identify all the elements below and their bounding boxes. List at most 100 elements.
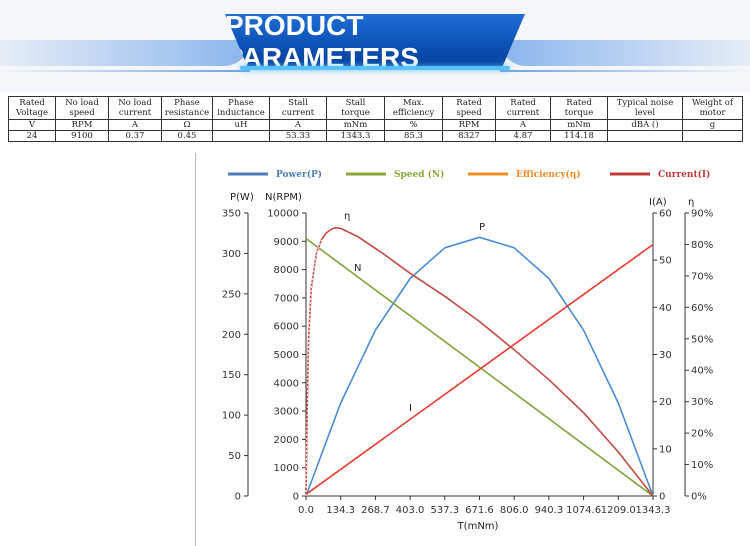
table-value-row: 24 9100 0.37 0.45 53.33 1343.3 85.3 8327 4.87 114… <box>8 130 743 142</box>
table-header-line: level <box>634 108 656 118</box>
table-unit-cell: mNm <box>326 119 385 131</box>
table-header-line: Phase <box>174 98 200 108</box>
table-unit-cell: A <box>269 119 327 131</box>
table-value-cell: 9100 <box>55 130 109 142</box>
efficiency-tick-label: 20% <box>691 429 713 440</box>
legend-label-efficiency: Efficiency(η) <box>516 169 581 180</box>
x-tick-label: 940.3 <box>535 505 564 516</box>
speed-tick-label: 0 <box>293 492 299 503</box>
table-header-line: Rated <box>566 98 592 108</box>
table-value-cell: 53.33 <box>269 130 327 142</box>
efficiency-tick-label: 90% <box>691 209 713 220</box>
table-header-line: Voltage <box>15 108 49 118</box>
table-header-cell: Rated speed <box>442 96 496 120</box>
x-tick-label: 1209.0 <box>601 505 636 516</box>
table-header-cell: Phase inductance <box>212 96 270 120</box>
current-tick-label: 10 <box>659 444 672 455</box>
table-header-row: Rated Voltage No load speed No load current Ph… <box>8 96 743 120</box>
table-header-cell: No load current <box>108 96 162 120</box>
table-unit-cell: Ω <box>161 119 213 131</box>
title-plate: PRODUCT PARAMETERS <box>225 14 525 70</box>
table-value-cell <box>607 130 683 142</box>
table-header-line: Rated speed <box>456 98 482 118</box>
current-tick-label: 60 <box>659 209 672 220</box>
power-tick-label: 100 <box>222 411 241 422</box>
table-header-line: No load <box>118 98 152 108</box>
current-tick-label: 40 <box>659 303 672 314</box>
speed-axis-title: N(RPM) <box>265 192 302 203</box>
table-unit-cell: g <box>682 119 743 131</box>
x-tick-label: 806.0 <box>500 505 529 516</box>
current-tick-label: 0 <box>659 492 665 503</box>
table-value-cell: 24 <box>8 130 56 142</box>
efficiency-tick-label: 70% <box>691 271 713 282</box>
title-underline-glow <box>240 66 510 70</box>
x-tick-label: 1074.6 <box>566 505 601 516</box>
table-header-line: Weight of <box>691 98 734 108</box>
table-value-cell: 114.18 <box>550 130 608 142</box>
table-value-cell: 0.45 <box>161 130 213 142</box>
series-current-line <box>305 243 654 495</box>
table-value-cell: 0.37 <box>108 130 162 142</box>
banner-left-wing <box>0 40 250 66</box>
x-tick-label: 134.3 <box>326 505 355 516</box>
table-header-cell: Rated Voltage <box>8 96 56 120</box>
table-header-cell: Rated current <box>495 96 551 120</box>
series-power-line <box>305 236 654 497</box>
table-header-cell: Rated torque <box>550 96 608 120</box>
table-unit-cell: RPM <box>442 119 496 131</box>
table-header-line: Rated <box>19 98 45 108</box>
parameters-table: Rated Voltage No load speed No load current Ph… <box>8 96 743 142</box>
power-axis-title: P(W) <box>230 192 254 203</box>
efficiency-dash-overlay <box>305 239 322 497</box>
table-header-line: motor <box>699 108 726 118</box>
table-value-cell <box>682 130 743 142</box>
table-header-cell: Typical noise level <box>607 96 683 120</box>
table-header-line: torque <box>564 108 594 118</box>
power-tick-label: 50 <box>228 451 241 462</box>
performance-chart: Power(P) Speed (N) Efficiency(η) Current(I)… <box>195 153 750 546</box>
table-header-line: current <box>281 108 315 118</box>
power-tick-label: 150 <box>222 370 241 381</box>
table-header-line: Stall <box>345 98 366 108</box>
table-header-line: inductance <box>217 108 265 118</box>
table-header-line: Max. <box>402 98 425 108</box>
x-tick-label: 268.7 <box>361 505 390 516</box>
chart-svg: Power(P) Speed (N) Efficiency(η) Current(I)… <box>222 169 713 532</box>
legend-label-current: Current(I) <box>658 169 710 180</box>
speed-tick-label: 2000 <box>274 435 299 446</box>
banner-right-wing <box>500 40 750 66</box>
power-tick-label: 200 <box>222 330 241 341</box>
table-unit-cell: A <box>108 119 162 131</box>
header-banner: PRODUCT PARAMETERS <box>0 0 750 92</box>
power-tick-label: 0 <box>235 492 241 503</box>
efficiency-tick-label: 10% <box>691 460 713 471</box>
x-tick-label: 0.0 <box>298 505 314 516</box>
table-header-cell: Max. efficiency <box>384 96 443 120</box>
x-axis-title: T(mNm) <box>457 521 499 532</box>
table-unit-cell: A <box>495 119 551 131</box>
table-value-cell: 8327 <box>442 130 496 142</box>
efficiency-tick-label: 30% <box>691 397 713 408</box>
speed-tick-label: 10000 <box>267 209 299 220</box>
speed-tick-label: 3000 <box>274 407 299 418</box>
table-value-cell <box>212 130 270 142</box>
speed-tick-label: 7000 <box>274 293 299 304</box>
legend-label-power: Power(P) <box>276 169 322 180</box>
curve-label-speed: N <box>354 263 361 274</box>
table-header-line: No load <box>65 98 99 108</box>
table-value-cell: 1343.3 <box>326 130 385 142</box>
x-tick-label: 403.0 <box>396 505 425 516</box>
table-header-cell: Phase resistance <box>161 96 213 120</box>
efficiency-tick-label: 80% <box>691 240 713 251</box>
power-tick-label: 350 <box>222 209 241 220</box>
table-header-line: speed <box>69 108 95 118</box>
series-speed-line <box>305 237 654 497</box>
speed-tick-label: 9000 <box>274 237 299 248</box>
curve-label-efficiency: η <box>344 211 350 222</box>
x-tick-label: 671.6 <box>465 505 494 516</box>
table-header-cell: No load speed <box>55 96 109 120</box>
table-header-line: Rated <box>510 98 536 108</box>
table-unit-cell: mNm <box>550 119 608 131</box>
speed-tick-label: 5000 <box>274 350 299 361</box>
